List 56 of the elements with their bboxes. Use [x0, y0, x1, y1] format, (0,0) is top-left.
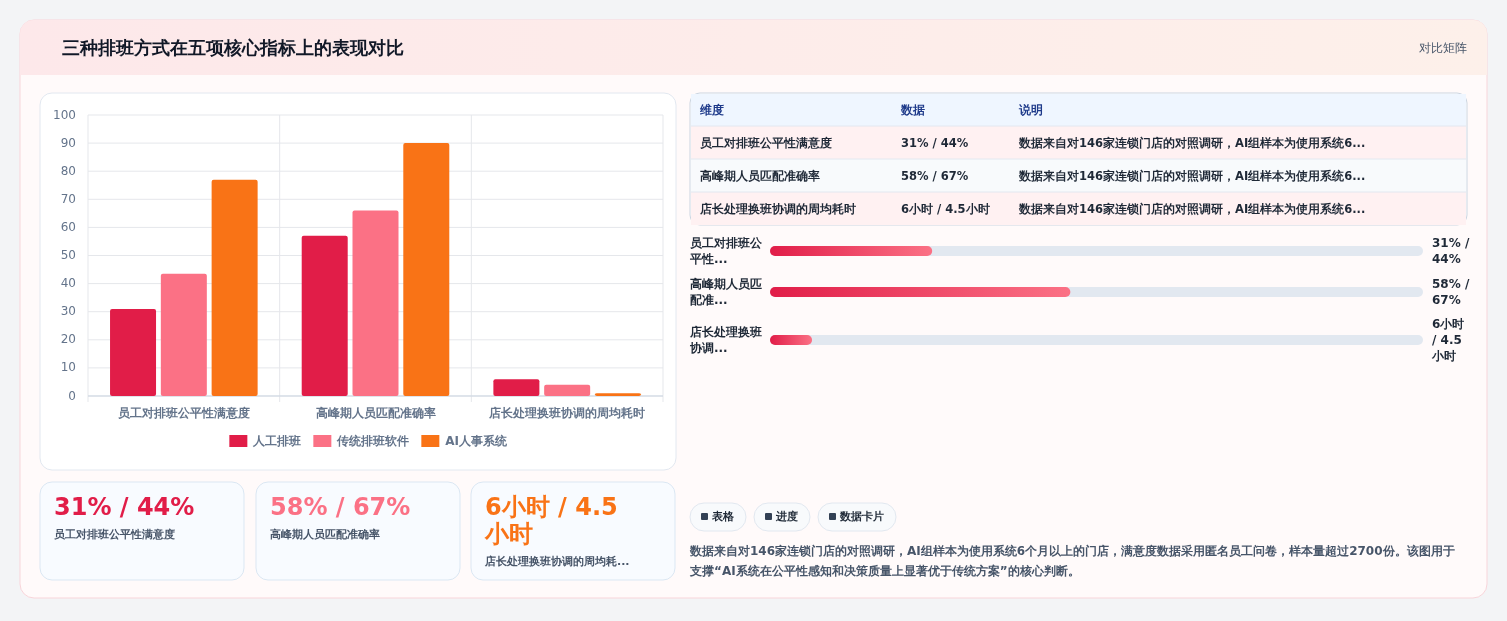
x-tick-label: 员工对排班公平性满意度: [117, 405, 250, 420]
text: 6小时 / 4.5小时: [1431, 316, 1465, 363]
text: 数据来自对146家连锁门店的对照调研，AI组样本为使用系统6...: [1018, 201, 1366, 216]
x-tick-label: 店长处理换班协调的周均耗时: [488, 405, 646, 420]
bar: [160, 273, 207, 396]
y-tick-label: 20: [60, 332, 76, 347]
bar: [301, 235, 348, 396]
text: 6小时 / 4.5小时: [901, 201, 990, 216]
bar: [352, 210, 399, 396]
chart-title: 三种排班方式在五项核心指标上的表现对比: [62, 37, 404, 58]
y-tick-label: 0: [68, 388, 76, 403]
text: 对比矩阵: [1419, 40, 1467, 55]
text: 维度: [699, 102, 724, 117]
y-tick-label: 40: [60, 276, 76, 291]
text: 数据: [900, 102, 925, 117]
text: 31% / 44%: [54, 493, 195, 521]
text: 数据卡片: [839, 510, 884, 523]
bar: [403, 143, 450, 396]
text: 31% / 44%: [1432, 235, 1470, 266]
y-tick-label: 100: [53, 107, 76, 122]
y-tick-label: 10: [60, 360, 76, 375]
y-tick-label: 30: [60, 304, 76, 319]
legend-label: 传统排班软件: [336, 433, 410, 448]
legend-label: 人工排班: [252, 433, 302, 448]
text: 员工对排班公平性满意度: [54, 528, 175, 541]
text: 说明: [1018, 102, 1043, 117]
y-tick-label: 店长处理换班协调...: [689, 324, 762, 355]
y-tick-label: 60: [60, 219, 76, 234]
y-tick-label: 高峰期人员匹配准...: [690, 276, 762, 307]
x-tick-label: 高峰期人员匹配准确率: [315, 405, 436, 420]
bar: [110, 308, 157, 396]
text: 58% / 67%: [901, 168, 969, 183]
text: 店长处理换班协调的周均耗时: [699, 201, 856, 216]
bar: [211, 179, 258, 396]
text: 数据来自对146家连锁门店的对照调研，AI组样本为使用系统6...: [1018, 135, 1366, 150]
y-tick-label: 50: [60, 248, 76, 262]
text: 店长处理换班协调的周均耗...: [484, 555, 630, 568]
text: 6小时 / 4.5小时: [484, 493, 618, 548]
text: 58% / 67%: [270, 493, 411, 521]
y-tick-label: 70: [60, 191, 76, 206]
bar: [544, 384, 591, 396]
legend-label: AI人事系统: [445, 433, 509, 448]
text: 数据来自对146家连锁门店的对照调研，AI组样本为使用系统6个月以上的门店，满意度数据采用匿名员工问卷，样本量超过2700份。该图用于支撑“AI系统在公平性感知和决策质量上显著优于传统方案”的核心判断。: [689, 543, 1455, 578]
text: 进度: [775, 510, 798, 523]
y-tick-label: 80: [60, 163, 76, 178]
bar: [493, 379, 540, 396]
y-tick-label: 90: [60, 135, 76, 150]
y-tick-label: 员工对排班公平性...: [689, 235, 763, 266]
text: 员工对排班公平性满意度: [700, 135, 832, 150]
text: 高峰期人员匹配准确率: [700, 168, 820, 183]
bar: [594, 393, 641, 396]
text: 31% / 44%: [901, 135, 969, 150]
text: 表格: [711, 510, 735, 523]
text: 数据来自对146家连锁门店的对照调研，AI组样本为使用系统6...: [1018, 168, 1366, 183]
text: 高峰期人员匹配准确率: [270, 528, 380, 541]
text: 58% / 67%: [1432, 276, 1470, 307]
